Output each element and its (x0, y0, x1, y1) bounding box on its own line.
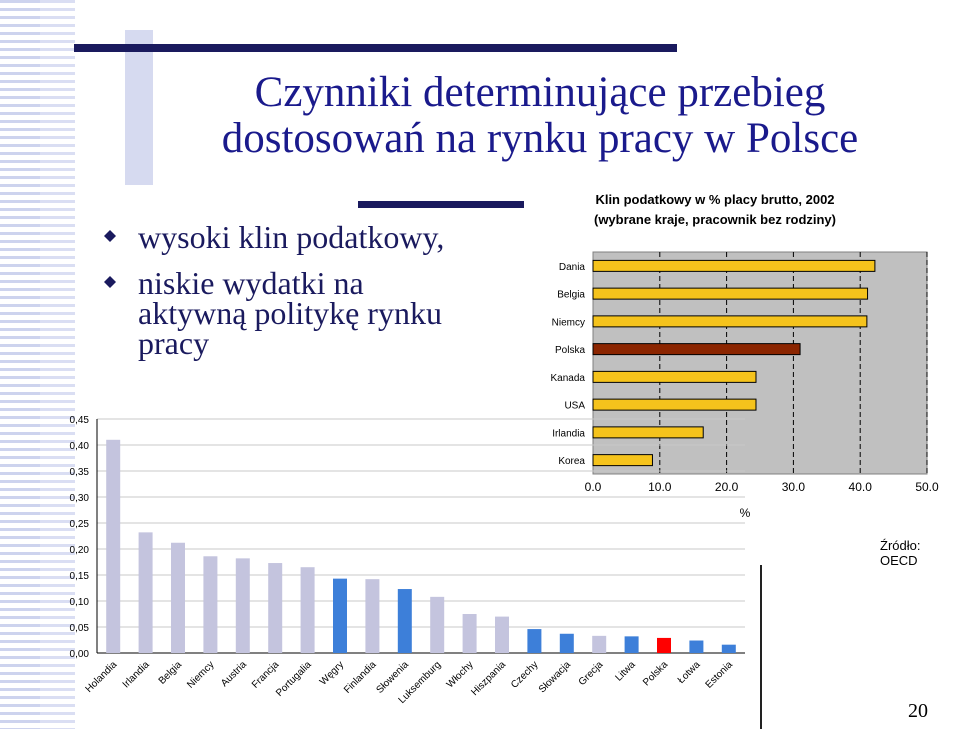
bar (592, 426, 704, 439)
title-accent-box (125, 30, 153, 185)
slide-title: Czynniki determinujące przebieg dostosow… (150, 70, 930, 162)
chart-title: Klin podatkowy w % placy brutto, 2002 (595, 192, 834, 207)
bar (624, 636, 639, 653)
divider-line (760, 565, 762, 729)
bar (689, 640, 704, 653)
y-tick-label: Polska (555, 345, 585, 356)
y-tick-label: 0,25 (70, 519, 90, 530)
x-tick-label: Łotwa (676, 659, 703, 686)
y-tick-label: Dania (559, 262, 586, 273)
x-tick-label: Portugalia (274, 659, 314, 699)
x-tick-label: 50.0 (915, 480, 939, 494)
y-tick-label: 0,00 (70, 649, 90, 660)
bullet-line: wysoki klin podatkowy, (138, 219, 445, 255)
y-tick-label: Kanada (551, 373, 586, 384)
y-tick-label: 0,20 (70, 545, 90, 556)
bar (171, 542, 185, 653)
x-tick-label: Grecja (577, 659, 606, 688)
y-tick-label: Belgia (557, 290, 585, 301)
y-tick-label: Korea (558, 456, 585, 467)
x-tick-label: Polska (641, 659, 670, 688)
y-tick-label: 0,40 (70, 441, 90, 452)
x-tick-label: Irlandia (121, 659, 152, 690)
x-tick-label: Hiszpania (469, 659, 508, 698)
bar (559, 633, 574, 653)
bar (592, 635, 607, 653)
bar (268, 563, 283, 653)
x-tick-label: Litwa (613, 659, 638, 684)
page-number: 20 (908, 700, 928, 722)
bullet-line: aktywną politykę rynku (138, 295, 442, 331)
spending-chart: 0,00 0,05 0,10 0,15 0,20 0,25 0,30 0,35 0,40 0,45… (70, 415, 745, 706)
bar (462, 614, 477, 653)
bar (333, 578, 347, 653)
title-rule (74, 44, 677, 52)
bar (397, 589, 412, 653)
x-tick-label: 20.0 (715, 480, 739, 494)
x-tick-label: Węgry (318, 659, 346, 687)
bar (721, 644, 736, 653)
x-tick-label: 30.0 (782, 480, 806, 494)
slide-title-line-2: dostosowań na rynku pracy w Polsce (221, 115, 859, 162)
x-tick-label: Francja (250, 659, 282, 691)
y-tick-label: USA (564, 401, 585, 412)
x-tick-label: 10.0 (648, 480, 672, 494)
diamond-bullet-icon (104, 230, 116, 242)
bar (430, 596, 445, 653)
x-tick-label: Finlandia (342, 659, 379, 696)
y-tick-label: 0,15 (70, 571, 90, 582)
bar (106, 439, 121, 653)
bullet-item: wysoki klin podatkowy, (100, 219, 530, 255)
x-tick-label: Włochy (445, 659, 476, 690)
x-tick-label: 40.0 (849, 480, 873, 494)
x-tick-label: 0.0 (585, 480, 602, 494)
bullet-list: wysoki klin podatkowy, niskie wydatki na… (100, 219, 530, 374)
bar (592, 454, 653, 467)
bar (365, 579, 380, 653)
bar (300, 567, 315, 653)
decorative-stripes-inner (40, 0, 75, 729)
y-tick-label: 0,10 (70, 597, 90, 608)
y-tick-label: 0,45 (70, 415, 90, 426)
diamond-bullet-icon (104, 276, 116, 288)
bar (592, 287, 869, 300)
x-tick-label: Belgia (157, 659, 185, 687)
x-axis-label: % (740, 506, 751, 520)
y-tick-label: 0,30 (70, 493, 90, 504)
bar (527, 629, 542, 653)
bullet-item: niskie wydatki na aktywną politykę rynku… (100, 265, 530, 361)
x-tick-label: Austria (219, 659, 249, 689)
x-tick-label: Czechy (509, 659, 540, 690)
x-tick-label: Słowacja (537, 659, 573, 695)
source-note: Źródło: OECD (880, 538, 921, 568)
bullet-line: niskie wydatki na (138, 265, 364, 301)
x-tick-label: Estonia (704, 659, 736, 691)
bar (592, 315, 868, 328)
tax-wedge-chart: Klin podatkowy w % placy brutto, 2002 (wy… (551, 192, 939, 520)
bar (495, 616, 509, 653)
y-tick-label: 0,35 (70, 467, 90, 478)
bar (235, 558, 250, 653)
bar (592, 343, 801, 356)
bullet-line: pracy (138, 325, 210, 361)
slide-title-line-1: Czynniki determinujące przebieg (254, 69, 826, 116)
title-underline (358, 201, 524, 208)
y-tick-label: Niemcy (552, 317, 585, 328)
x-tick-label: Holandia (84, 659, 120, 695)
x-tick-label: Niemcy (185, 659, 216, 690)
y-tick-label: Irlandia (552, 428, 585, 439)
bar (592, 370, 757, 383)
bar (138, 532, 153, 653)
bar (592, 259, 876, 272)
bar (592, 398, 757, 411)
bar (203, 556, 218, 653)
chart-subtitle: (wybrane kraje, pracownik bez rodziny) (594, 212, 836, 227)
bar (657, 637, 671, 653)
y-tick-label: 0,05 (70, 623, 90, 634)
